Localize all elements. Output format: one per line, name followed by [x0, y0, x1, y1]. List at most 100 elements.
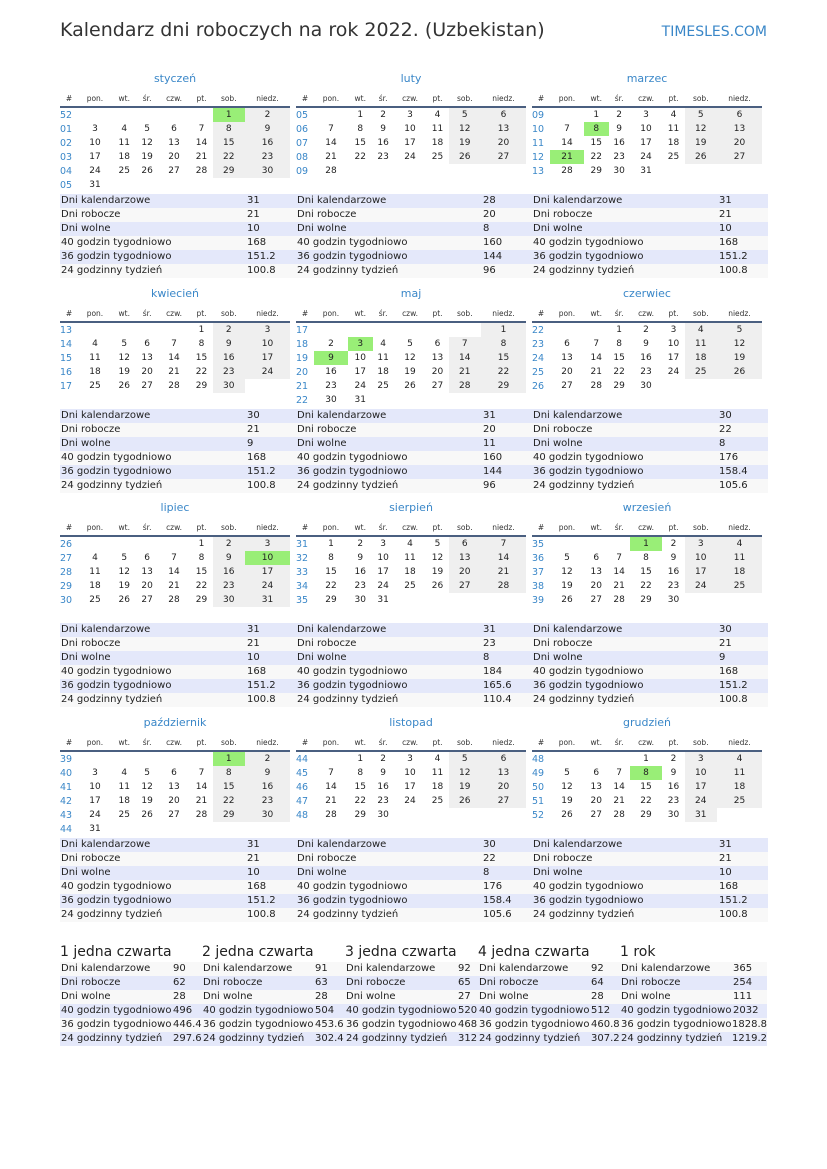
- day-cell[interactable]: 20: [480, 136, 526, 150]
- day-cell[interactable]: 19: [404, 367, 416, 377]
- day-cell[interactable]: 14: [195, 138, 208, 148]
- day-cell[interactable]: 9: [670, 553, 677, 563]
- holiday-day-cell[interactable]: 1: [212, 751, 245, 766]
- day-cell[interactable]: 18: [431, 782, 444, 792]
- day-cell[interactable]: 5: [121, 553, 128, 563]
- day-cell[interactable]: 6: [448, 536, 481, 551]
- day-cell[interactable]: 27: [431, 381, 444, 391]
- day-cell[interactable]: 28: [195, 166, 208, 176]
- day-cell[interactable]: 8: [212, 766, 245, 780]
- day-cell[interactable]: 9: [616, 124, 622, 134]
- day-cell[interactable]: 4: [716, 751, 762, 766]
- day-cell[interactable]: 12: [141, 138, 153, 148]
- day-cell[interactable]: 22: [590, 152, 602, 162]
- day-cell[interactable]: 25: [431, 152, 444, 162]
- day-cell[interactable]: 2: [380, 754, 386, 764]
- day-cell[interactable]: 18: [431, 138, 444, 148]
- day-cell[interactable]: 28: [168, 381, 180, 391]
- day-cell[interactable]: 8: [212, 122, 245, 136]
- day-cell[interactable]: 25: [377, 381, 389, 391]
- day-cell[interactable]: 16: [613, 138, 625, 148]
- day-cell[interactable]: 28: [325, 166, 337, 176]
- day-cell[interactable]: 17: [89, 152, 101, 162]
- day-cell[interactable]: 12: [118, 353, 130, 363]
- day-cell[interactable]: 9: [212, 551, 245, 565]
- day-cell[interactable]: 10: [684, 551, 717, 565]
- day-cell[interactable]: 16: [377, 782, 389, 792]
- day-cell[interactable]: 15: [354, 138, 366, 148]
- day-cell[interactable]: 25: [667, 152, 680, 162]
- day-cell[interactable]: 21: [195, 152, 208, 162]
- day-cell[interactable]: 15: [480, 351, 526, 365]
- day-cell[interactable]: 13: [590, 567, 602, 577]
- day-cell[interactable]: 15: [640, 782, 652, 792]
- day-cell[interactable]: 23: [640, 367, 652, 377]
- day-cell[interactable]: 8: [616, 339, 622, 349]
- day-cell[interactable]: 6: [144, 553, 150, 563]
- day-cell[interactable]: 28: [590, 381, 602, 391]
- day-cell[interactable]: 28: [168, 595, 180, 605]
- day-cell[interactable]: 8: [328, 553, 334, 563]
- day-cell[interactable]: 4: [92, 339, 98, 349]
- day-cell[interactable]: 26: [431, 581, 444, 591]
- holiday-day-cell[interactable]: 9: [314, 351, 348, 365]
- day-cell[interactable]: 4: [670, 110, 677, 120]
- day-cell[interactable]: 24: [377, 581, 389, 591]
- day-cell[interactable]: 25: [716, 794, 762, 808]
- day-cell[interactable]: 26: [561, 595, 573, 605]
- day-cell[interactable]: 6: [434, 339, 441, 349]
- day-cell[interactable]: 3: [407, 110, 413, 120]
- day-cell[interactable]: 17: [640, 138, 652, 148]
- day-cell[interactable]: 5: [448, 751, 481, 766]
- day-cell[interactable]: 19: [684, 136, 717, 150]
- day-cell[interactable]: 3: [684, 536, 717, 551]
- holiday-day-cell[interactable]: 8: [629, 766, 663, 780]
- day-cell[interactable]: 27: [168, 810, 180, 820]
- day-cell[interactable]: 7: [564, 124, 570, 134]
- day-cell[interactable]: 6: [480, 107, 526, 122]
- day-cell[interactable]: 16: [212, 351, 245, 365]
- day-cell[interactable]: 31: [89, 180, 101, 190]
- day-cell[interactable]: 21: [590, 367, 602, 377]
- day-cell[interactable]: 14: [168, 353, 180, 363]
- day-cell[interactable]: 6: [564, 339, 570, 349]
- day-cell[interactable]: 24: [89, 166, 101, 176]
- day-cell[interactable]: 25: [716, 579, 762, 593]
- day-cell[interactable]: 26: [448, 150, 481, 164]
- day-cell[interactable]: 11: [89, 353, 101, 363]
- day-cell[interactable]: 22: [325, 581, 337, 591]
- day-cell[interactable]: 12: [141, 782, 153, 792]
- day-cell[interactable]: 3: [643, 110, 649, 120]
- day-cell[interactable]: 21: [325, 796, 337, 806]
- day-cell[interactable]: 22: [354, 796, 366, 806]
- day-cell[interactable]: 7: [328, 124, 334, 134]
- day-cell[interactable]: 11: [667, 124, 680, 134]
- day-cell[interactable]: 20: [431, 367, 444, 377]
- day-cell[interactable]: 26: [561, 810, 573, 820]
- day-cell[interactable]: 24: [684, 794, 717, 808]
- day-cell[interactable]: 13: [480, 766, 526, 780]
- day-cell[interactable]: 5: [407, 339, 413, 349]
- day-cell[interactable]: 11: [89, 567, 101, 577]
- brand-link[interactable]: TIMESLES.COM: [661, 24, 767, 40]
- day-cell[interactable]: 17: [354, 367, 366, 377]
- day-cell[interactable]: 1: [328, 539, 334, 549]
- day-cell[interactable]: 30: [244, 808, 290, 822]
- day-cell[interactable]: 23: [212, 579, 245, 593]
- day-cell[interactable]: 30: [667, 810, 680, 820]
- day-cell[interactable]: 22: [613, 367, 625, 377]
- day-cell[interactable]: 7: [448, 337, 481, 351]
- day-cell[interactable]: 8: [643, 553, 649, 563]
- day-cell[interactable]: 7: [616, 553, 622, 563]
- day-cell[interactable]: 18: [89, 581, 101, 591]
- day-cell[interactable]: 29: [195, 595, 208, 605]
- day-cell[interactable]: 15: [195, 353, 208, 363]
- day-cell[interactable]: 3: [244, 322, 290, 337]
- day-cell[interactable]: 19: [561, 581, 573, 591]
- day-cell[interactable]: 1: [198, 325, 205, 335]
- day-cell[interactable]: 1: [480, 322, 526, 337]
- day-cell[interactable]: 7: [171, 339, 177, 349]
- day-cell[interactable]: 23: [244, 150, 290, 164]
- day-cell[interactable]: 27: [448, 579, 481, 593]
- day-cell[interactable]: 18: [404, 567, 416, 577]
